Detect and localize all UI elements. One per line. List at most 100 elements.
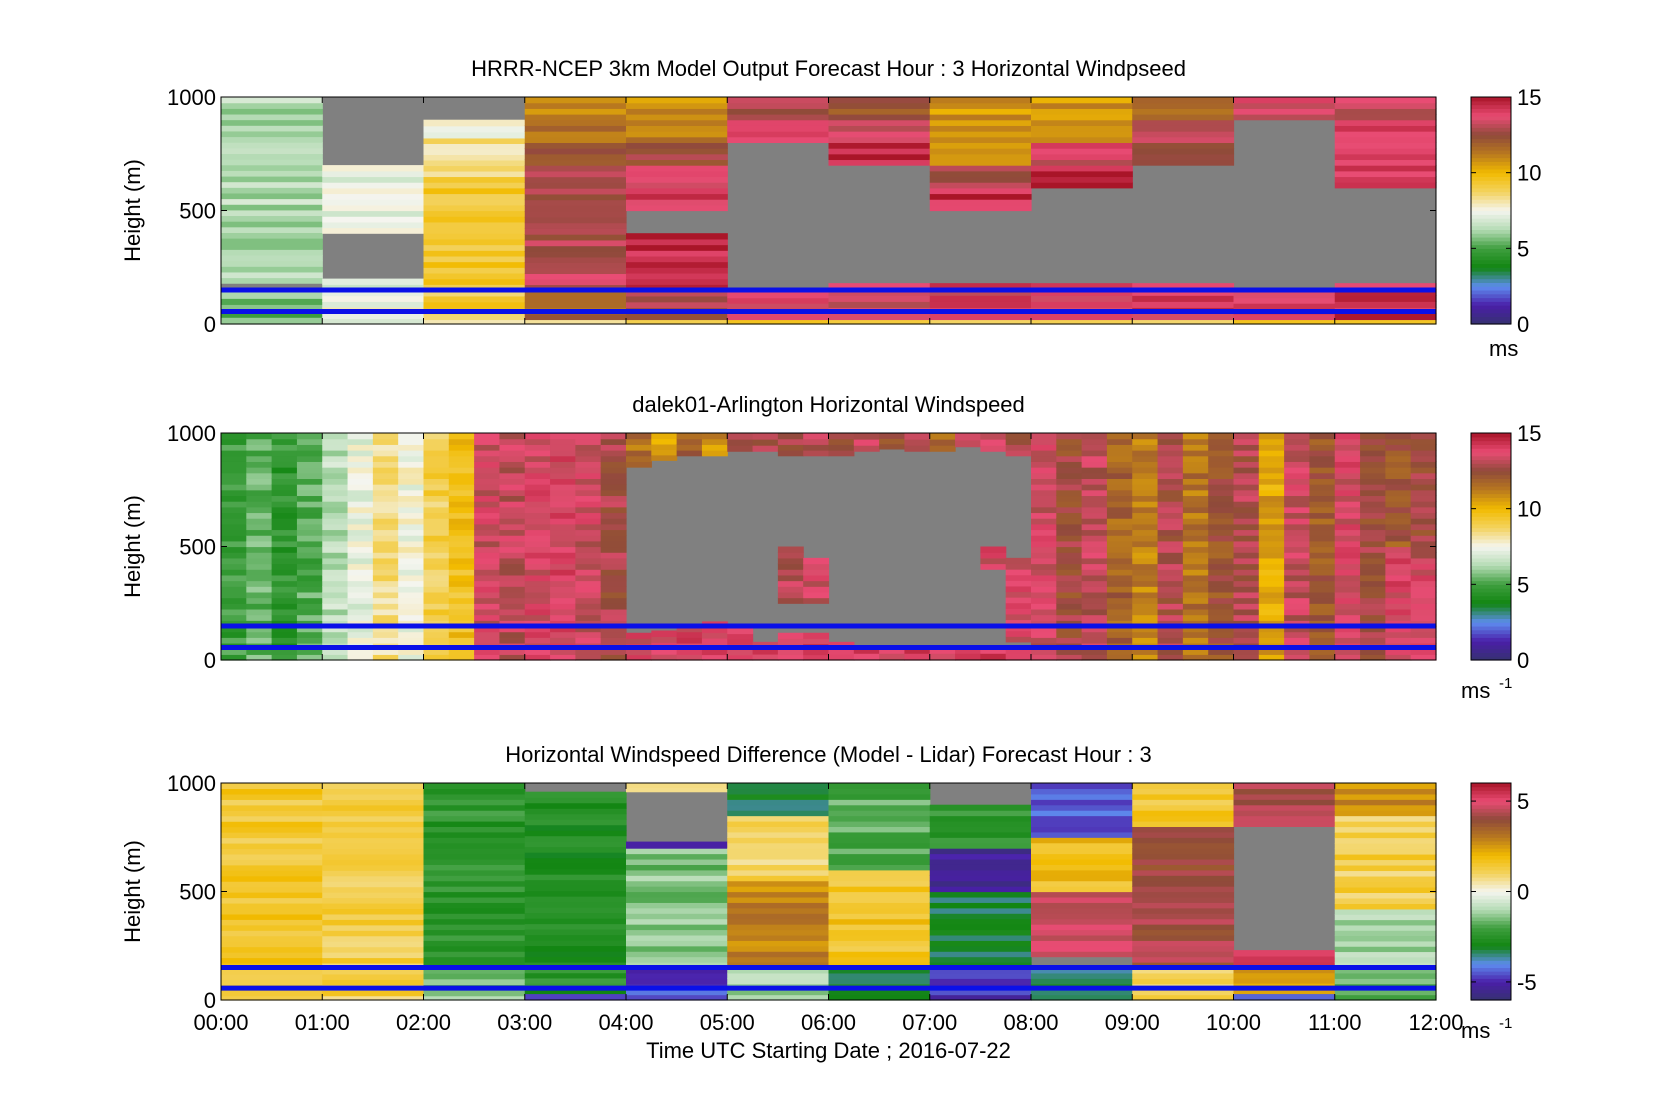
heatmap-cell	[1005, 433, 1032, 440]
heatmap-cell	[271, 523, 298, 531]
colorbar-tick-label: 15	[1517, 85, 1541, 110]
heatmap-cell	[777, 546, 804, 553]
heatmap-cell	[524, 478, 551, 485]
heatmap-cell	[423, 869, 526, 876]
colorbar-swatch	[1471, 146, 1511, 151]
heatmap-cell	[1005, 613, 1032, 621]
heatmap-cell	[575, 444, 602, 451]
heatmap-cell	[1031, 495, 1057, 502]
heatmap-cell	[1233, 472, 1260, 479]
heatmap-cell	[550, 506, 576, 514]
heatmap-cell	[727, 303, 830, 310]
heatmap-cell	[1182, 444, 1209, 451]
heatmap-cell	[474, 557, 501, 565]
heatmap-cell	[398, 512, 425, 519]
heatmap-cell	[1132, 313, 1235, 321]
heatmap-cell	[474, 574, 501, 582]
heatmap-cell	[524, 193, 627, 201]
heatmap-cell	[398, 625, 425, 633]
heatmap-cell	[398, 501, 425, 508]
heatmap-cell	[1106, 512, 1133, 519]
heatmap-cell	[1132, 864, 1235, 871]
heatmap-cell	[1031, 815, 1133, 822]
heatmap-cell	[626, 450, 652, 457]
heatmap-cell	[322, 495, 349, 502]
heatmap-cell	[524, 278, 627, 286]
colorbar-swatch	[1471, 289, 1511, 295]
heatmap-cell	[1385, 620, 1412, 627]
heatmap-cell	[1031, 108, 1133, 115]
heatmap-cell	[1334, 591, 1361, 599]
heatmap-cell	[423, 929, 526, 936]
heatmap-cell	[448, 591, 475, 599]
heatmap-cell	[221, 467, 247, 474]
heatmap-cell	[372, 557, 399, 565]
heatmap-cell	[448, 433, 475, 440]
heatmap-cell	[1258, 580, 1285, 587]
heatmap-cell	[1233, 788, 1336, 795]
heatmap-cell	[1132, 891, 1235, 898]
heatmap-cell	[221, 637, 247, 644]
heatmap-cell	[727, 913, 830, 920]
heatmap-cell	[1056, 540, 1083, 548]
heatmap-cell	[1284, 557, 1311, 565]
heatmap-cell	[271, 574, 298, 582]
heatmap-cell	[1208, 501, 1235, 508]
heatmap-cell	[1258, 518, 1285, 525]
heatmap-cell	[271, 433, 298, 440]
heatmap-cell	[524, 142, 627, 149]
heatmap-cell	[423, 255, 526, 263]
heatmap-cell	[271, 625, 298, 633]
heatmap-cell	[1208, 467, 1235, 474]
heatmap-cell	[221, 175, 323, 183]
heatmap-cell	[322, 204, 425, 212]
heatmap-cell	[803, 580, 830, 587]
colorbar-tick-label: 10	[1517, 497, 1541, 522]
heatmap-cell	[1005, 444, 1032, 451]
heatmap-cell	[221, 523, 247, 531]
heatmap-cell	[499, 535, 526, 542]
heatmap-cell	[423, 978, 526, 985]
colorbar-swatch	[1471, 949, 1511, 954]
heatmap-cell	[246, 637, 273, 644]
heatmap-cell	[1233, 597, 1260, 604]
heatmap-cell	[448, 540, 475, 548]
heatmap-cell	[575, 563, 602, 570]
heatmap-cell	[1258, 438, 1285, 445]
heatmap-cell	[1031, 591, 1057, 599]
heatmap-cell	[423, 204, 526, 212]
heatmap-cell	[1157, 620, 1184, 627]
heatmap-cell	[322, 176, 425, 183]
heatmap-cell	[1056, 450, 1083, 457]
heatmap-cell	[221, 591, 247, 599]
heatmap-cell	[1132, 603, 1159, 610]
heatmap-cell	[1208, 637, 1235, 644]
colorbar-swatch	[1471, 112, 1511, 117]
heatmap-cell	[1132, 569, 1159, 576]
heatmap-cell	[221, 892, 323, 899]
heatmap-cell	[1334, 908, 1437, 915]
heatmap-cell	[600, 654, 627, 661]
heatmap-cell	[1233, 972, 1336, 979]
heatmap-cell	[524, 967, 627, 974]
heatmap-cell	[600, 625, 627, 633]
heatmap-cell	[221, 271, 323, 279]
heatmap-cell	[626, 438, 652, 445]
heatmap-cell	[474, 614, 501, 621]
heatmap-cell	[372, 569, 399, 576]
heatmap-cell	[600, 631, 627, 638]
heatmap-cell	[1182, 472, 1209, 479]
heatmap-cell	[347, 472, 374, 479]
heatmap-cell	[1106, 608, 1133, 616]
heatmap-cell	[575, 540, 602, 548]
heatmap-cell	[296, 489, 323, 497]
heatmap-cell	[296, 648, 323, 655]
heatmap-cell	[828, 125, 931, 132]
heatmap-cell	[221, 484, 247, 491]
heatmap-cell	[1410, 433, 1437, 440]
heatmap-cell	[929, 199, 1032, 206]
heatmap-cell	[372, 484, 399, 491]
heatmap-cell	[474, 529, 501, 536]
heatmap-cell	[1334, 881, 1437, 888]
heatmap-cell	[1106, 637, 1133, 644]
